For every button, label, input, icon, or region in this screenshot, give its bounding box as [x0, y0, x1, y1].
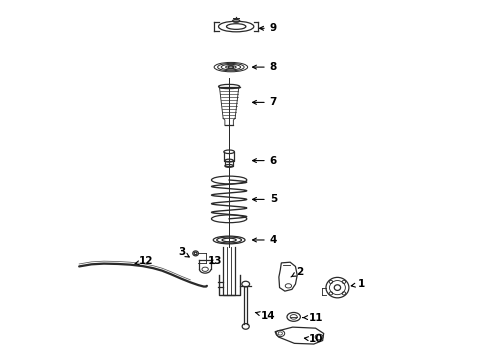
- Text: 14: 14: [255, 311, 275, 321]
- Text: 8: 8: [252, 62, 277, 72]
- Text: 13: 13: [208, 256, 222, 266]
- Text: 6: 6: [252, 156, 277, 166]
- Text: 9: 9: [260, 23, 277, 33]
- Text: 11: 11: [303, 312, 323, 323]
- Text: 1: 1: [351, 279, 365, 289]
- Text: 5: 5: [252, 194, 277, 204]
- Text: 7: 7: [252, 98, 277, 107]
- Text: 2: 2: [291, 267, 303, 277]
- Text: 3: 3: [178, 247, 189, 257]
- Text: 12: 12: [135, 256, 154, 266]
- Text: 10: 10: [304, 334, 323, 345]
- Text: 4: 4: [252, 235, 277, 245]
